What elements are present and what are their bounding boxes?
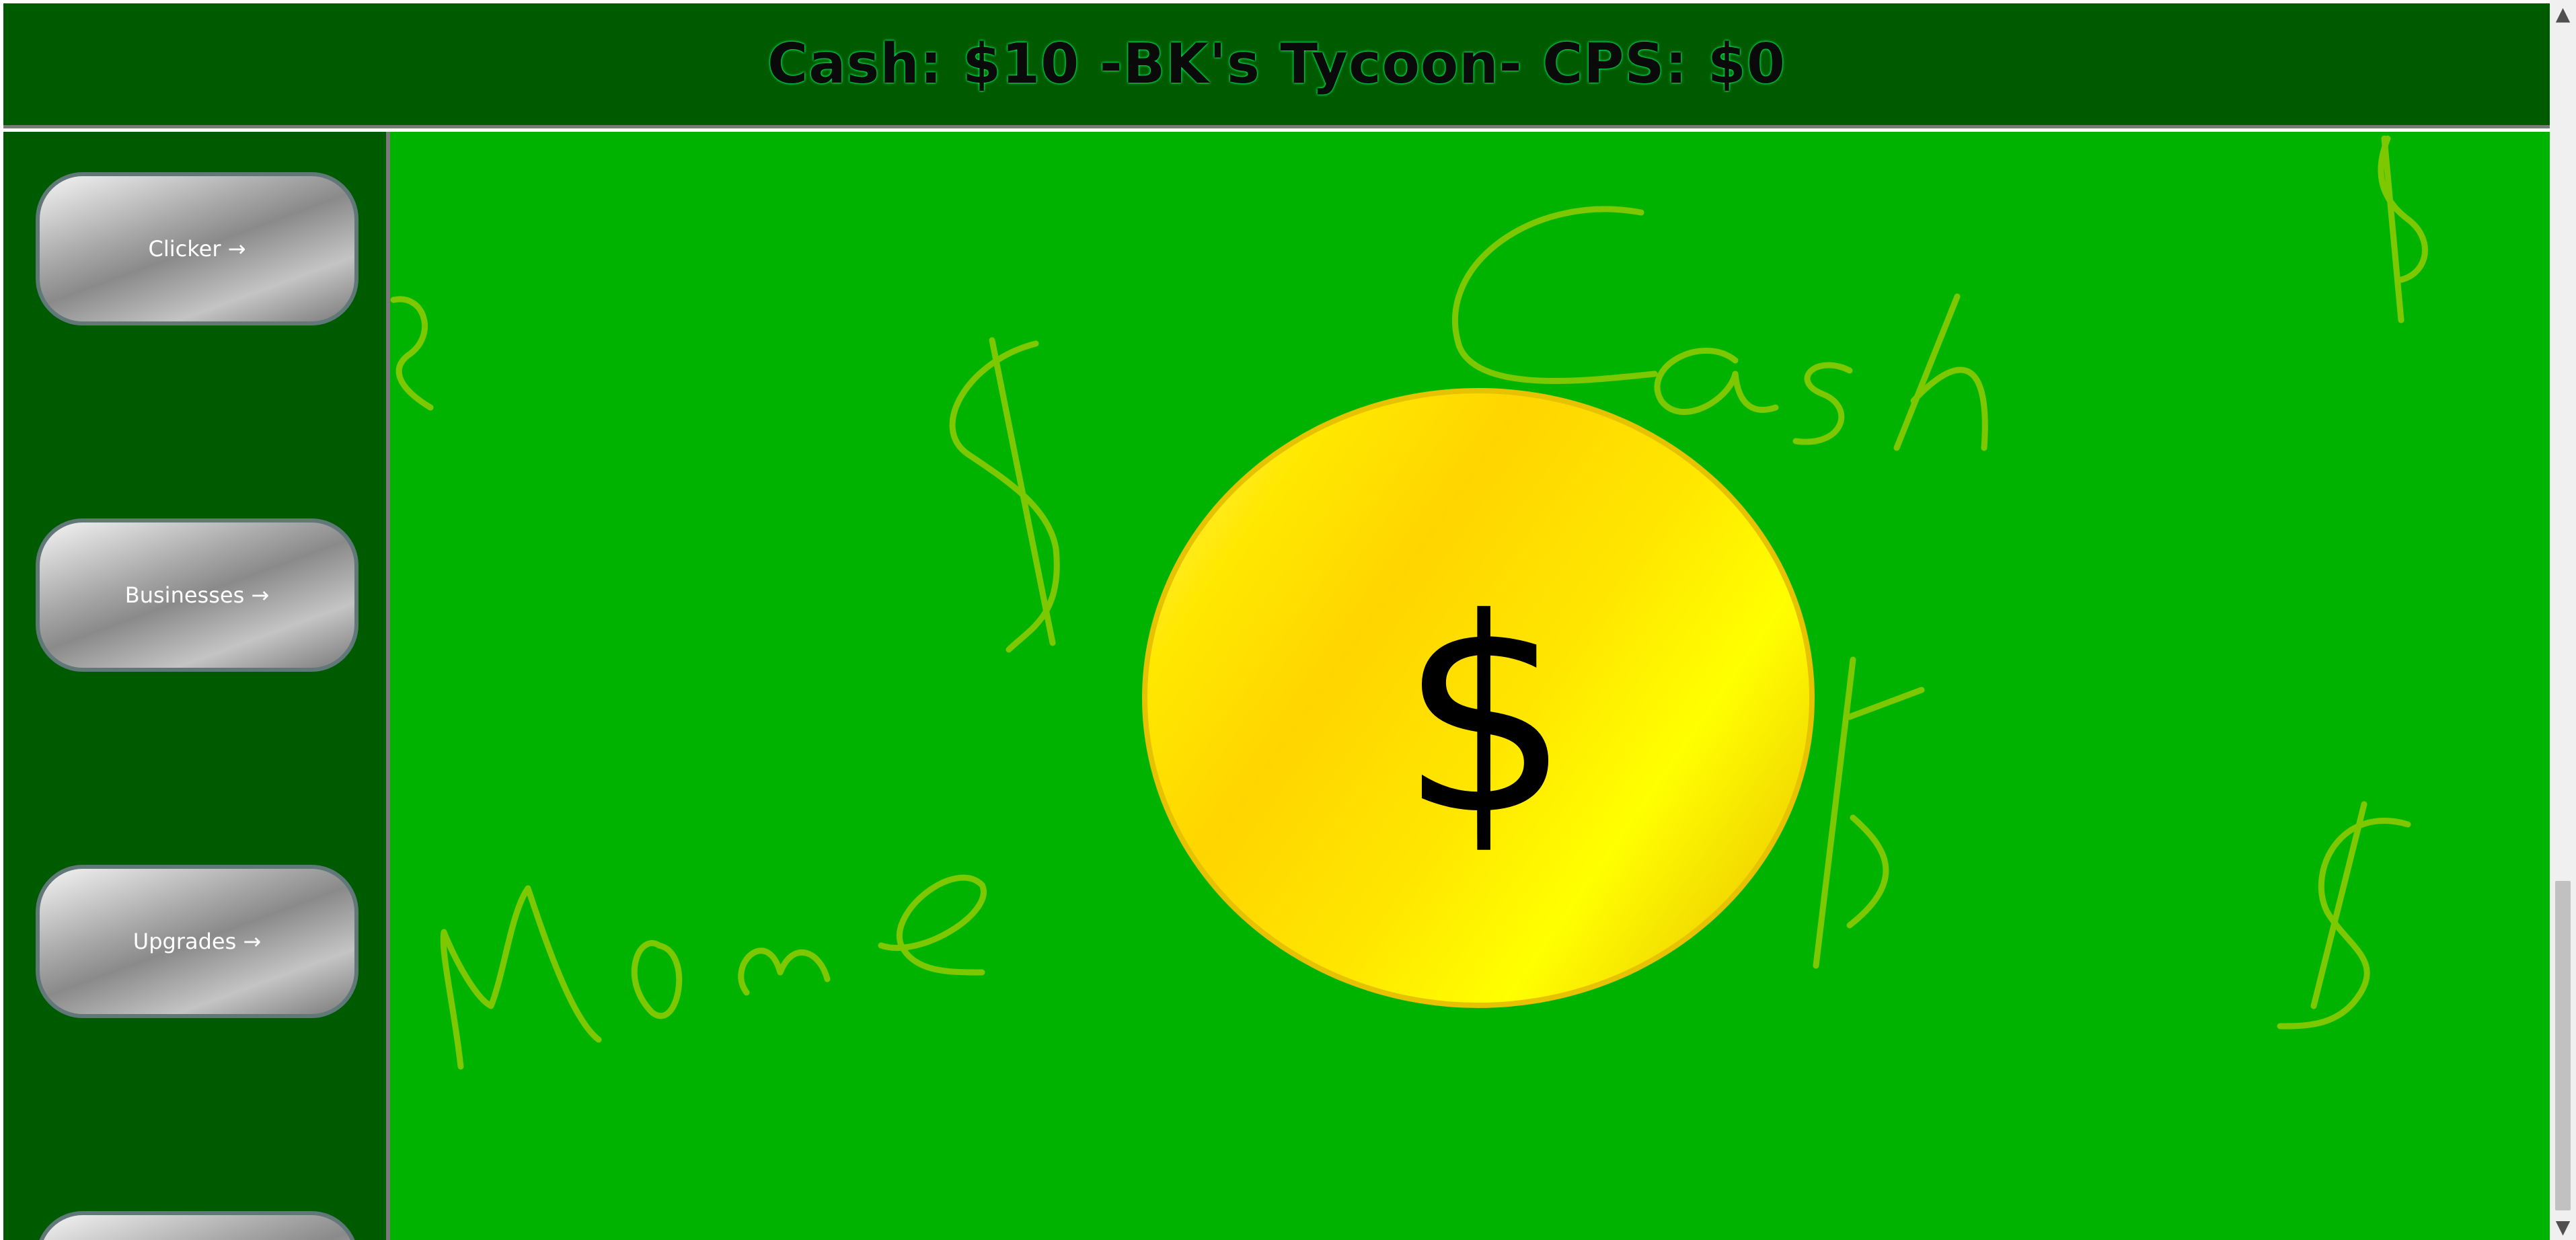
doodle-cash-a [1657, 350, 1776, 412]
scroll-down-icon[interactable]: ▼ [2550, 1213, 2576, 1240]
scroll-up-icon[interactable]: ▲ [2550, 0, 2576, 27]
cash-status-title: Cash: $10 -BK's Tycoon- CPS: $0 [767, 32, 1786, 96]
doodle-money-m [443, 888, 599, 1067]
fourth-nav-button[interactable] [36, 1211, 358, 1240]
doodle-dollar-topright-stroke [2384, 139, 2401, 320]
businesses-nav-button[interactable]: Businesses → [36, 518, 358, 672]
doodle-dollar-mid [1850, 690, 1922, 925]
doodle-dollar-edge [393, 299, 430, 408]
scroll-thumb[interactable] [2555, 881, 2571, 1210]
doodle-cash-h [1897, 297, 1985, 448]
play-area: $ [390, 132, 2550, 1240]
header-bar: Cash: $10 -BK's Tycoon- CPS: $0 [3, 3, 2550, 128]
dollar-coin-button[interactable]: $ [1142, 388, 1815, 1008]
doodle-dollar-right [2280, 821, 2408, 1026]
doodle-cash-c [1455, 209, 1655, 381]
doodle-dollar-left-stroke [992, 340, 1053, 643]
dollar-sign-icon: $ [1400, 584, 1571, 853]
clicker-nav-button[interactable]: Clicker → [36, 172, 358, 325]
doodle-dollar-mid-stroke [1816, 660, 1853, 966]
upgrades-nav-button[interactable]: Upgrades → [36, 865, 358, 1018]
sidebar: Clicker → Businesses → Upgrades → [3, 132, 390, 1240]
doodle-money-n [741, 951, 827, 993]
vertical-scrollbar[interactable]: ▲ ▼ [2550, 0, 2576, 1240]
doodle-cash-s [1796, 365, 1850, 442]
doodle-money-e [881, 878, 983, 972]
doodle-money-o [634, 943, 679, 1015]
